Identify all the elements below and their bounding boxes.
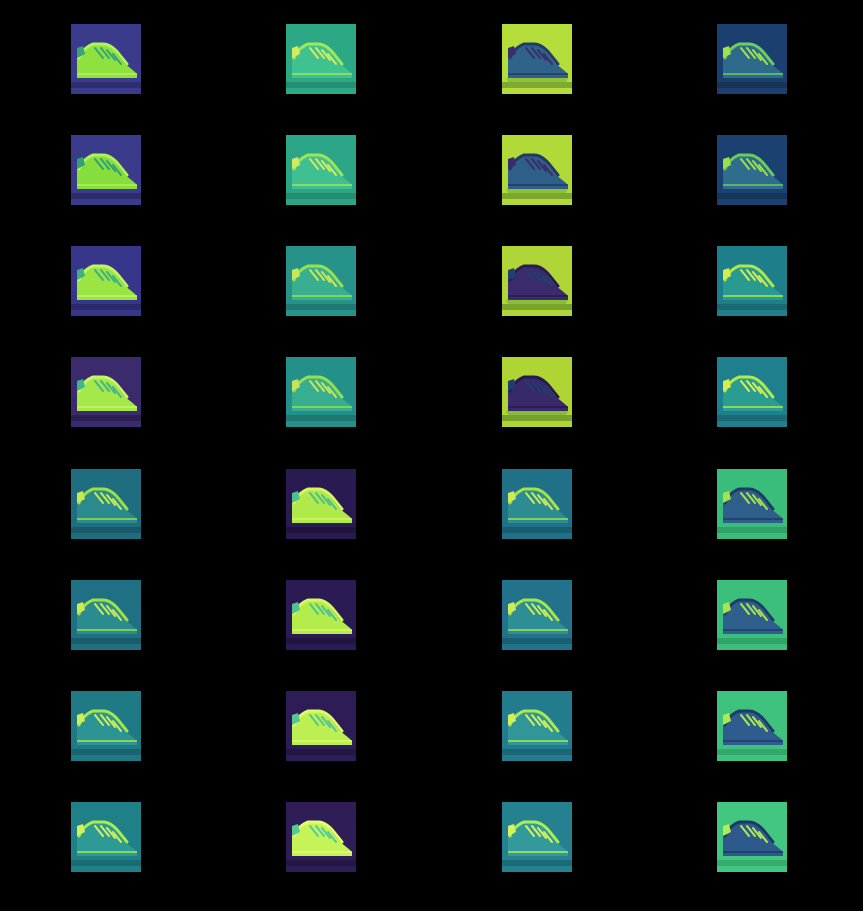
feature-tile-icon <box>286 802 356 872</box>
feature-tile <box>286 135 356 205</box>
feature-tile-icon <box>286 691 356 761</box>
feature-tile-icon <box>502 469 572 539</box>
feature-tile-icon <box>71 580 141 650</box>
feature-tile <box>286 24 356 94</box>
feature-tile <box>502 135 572 205</box>
feature-tile-icon <box>717 580 787 650</box>
feature-tile-icon <box>502 135 572 205</box>
feature-tile-icon <box>502 357 572 427</box>
feature-tile <box>286 357 356 427</box>
feature-tile-icon <box>71 469 141 539</box>
feature-tile <box>502 357 572 427</box>
feature-tile <box>71 357 141 427</box>
feature-tile <box>502 802 572 872</box>
feature-tile <box>71 24 141 94</box>
feature-tile-icon <box>502 691 572 761</box>
feature-tile-icon <box>286 135 356 205</box>
feature-tile <box>286 580 356 650</box>
feature-tile-icon <box>71 802 141 872</box>
feature-tile <box>717 246 787 316</box>
feature-tile <box>71 246 141 316</box>
feature-tile <box>717 802 787 872</box>
feature-tile-icon <box>717 24 787 94</box>
feature-tile <box>717 469 787 539</box>
feature-tile-icon <box>502 580 572 650</box>
feature-tile <box>717 357 787 427</box>
feature-tile <box>71 469 141 539</box>
feature-tile <box>71 135 141 205</box>
feature-tile <box>71 691 141 761</box>
feature-tile-icon <box>71 24 141 94</box>
feature-tile <box>502 24 572 94</box>
feature-tile <box>717 24 787 94</box>
feature-tile-icon <box>71 357 141 427</box>
feature-tile <box>717 691 787 761</box>
feature-tile-icon <box>71 135 141 205</box>
feature-tile-icon <box>286 24 356 94</box>
feature-tile-icon <box>502 802 572 872</box>
feature-tile <box>286 802 356 872</box>
feature-tile-icon <box>717 357 787 427</box>
feature-tile <box>717 580 787 650</box>
feature-tile-icon <box>286 246 356 316</box>
feature-tile-icon <box>717 246 787 316</box>
feature-tile-icon <box>71 691 141 761</box>
feature-tile-icon <box>502 246 572 316</box>
feature-tile <box>286 469 356 539</box>
feature-map-grid <box>0 0 863 911</box>
feature-tile <box>71 802 141 872</box>
feature-tile <box>502 469 572 539</box>
feature-tile <box>502 246 572 316</box>
feature-tile-icon <box>717 691 787 761</box>
feature-tile-icon <box>286 469 356 539</box>
feature-tile <box>502 691 572 761</box>
feature-tile-icon <box>717 469 787 539</box>
feature-tile-icon <box>286 580 356 650</box>
feature-tile-icon <box>502 24 572 94</box>
feature-tile <box>717 135 787 205</box>
feature-tile-icon <box>717 135 787 205</box>
feature-tile-icon <box>717 802 787 872</box>
feature-tile <box>286 691 356 761</box>
feature-tile <box>71 580 141 650</box>
feature-tile-icon <box>286 357 356 427</box>
feature-tile <box>502 580 572 650</box>
feature-tile <box>286 246 356 316</box>
feature-tile-icon <box>71 246 141 316</box>
